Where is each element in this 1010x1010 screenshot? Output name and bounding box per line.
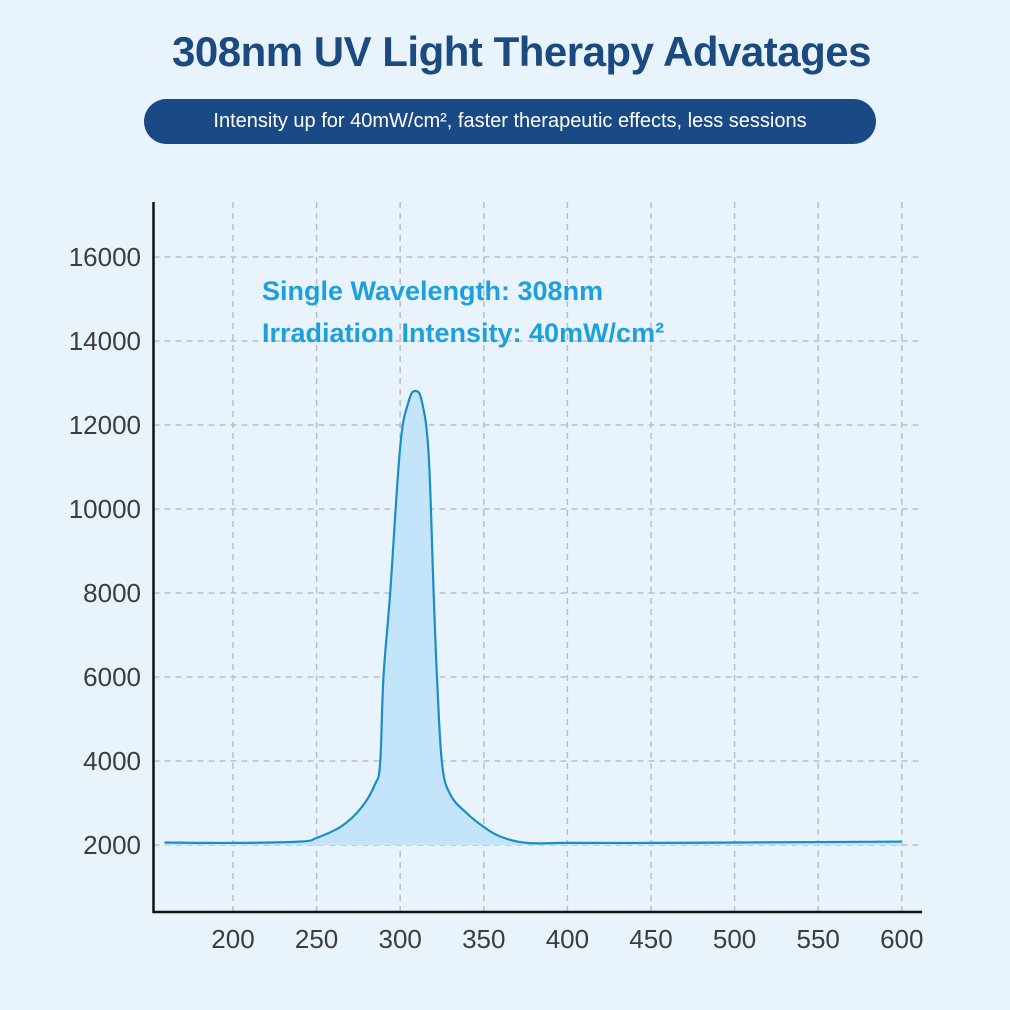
x-tick-label: 450 (629, 924, 672, 954)
y-tick-label: 12000 (69, 410, 141, 440)
y-tick-label: 10000 (69, 494, 141, 524)
page-title: 308nm UV Light Therapy Advatages (172, 28, 871, 75)
y-tick-label: 6000 (83, 662, 141, 692)
y-tick-label: 14000 (69, 326, 141, 356)
x-tick-labels: 200 250 300 350 400 450 500 550 600 (211, 924, 923, 954)
x-tick-label: 600 (880, 924, 923, 954)
y-tick-labels: 2000 4000 6000 8000 10000 12000 14000 16000 (69, 242, 141, 860)
x-tick-label: 400 (546, 924, 589, 954)
spectrum-line (164, 389, 902, 845)
x-tick-label: 550 (797, 924, 840, 954)
y-tick-label: 2000 (83, 830, 141, 860)
x-tick-label: 200 (211, 924, 254, 954)
y-tick-label: 8000 (83, 578, 141, 608)
y-tick-label: 16000 (69, 242, 141, 272)
spectrum-area-fill (164, 390, 902, 845)
x-tick-label: 300 (379, 924, 422, 954)
subtitle-banner: Intensity up for 40mW/cm², faster therap… (144, 99, 876, 144)
grid-lines (153, 202, 922, 912)
x-tick-label: 500 (713, 924, 756, 954)
x-tick-label: 350 (462, 924, 505, 954)
y-tick-label: 4000 (83, 746, 141, 776)
annotation-wavelength: Single Wavelength: 308nm (262, 276, 603, 306)
annotation-intensity: Irradiation Intensity: 40mW/cm² (262, 318, 664, 348)
x-tick-label: 250 (295, 924, 338, 954)
